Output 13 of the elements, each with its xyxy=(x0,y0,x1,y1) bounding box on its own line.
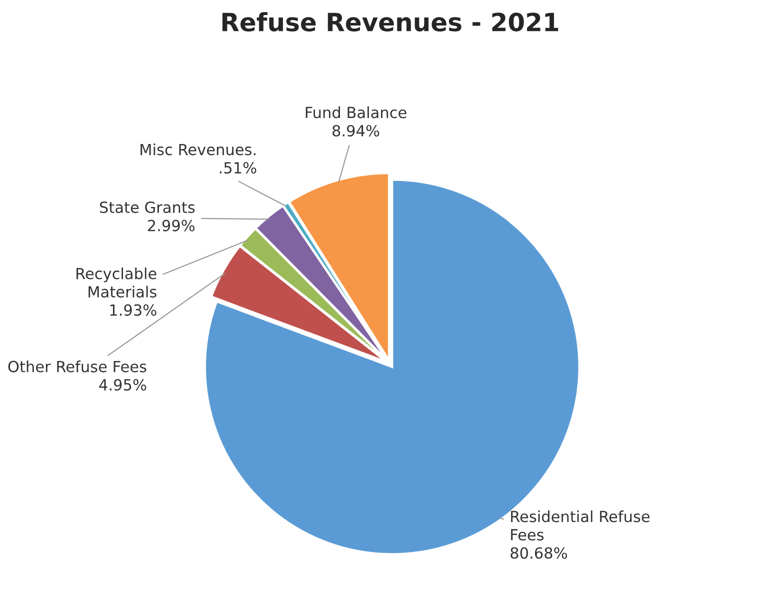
chart-title: Refuse Revenues - 2021 xyxy=(222,12,558,32)
slice-label: State Grants xyxy=(100,202,195,214)
slice-label: Residential Refuse Fees xyxy=(511,510,650,541)
slice-label: Other Refuse Fees xyxy=(8,360,146,372)
data-label: 80.68% xyxy=(510,547,567,559)
data-label: 4.95% xyxy=(99,379,146,391)
data-label: 2.99% xyxy=(148,220,195,232)
data-label: .51% xyxy=(220,162,256,174)
slice-label: Misc Revenues. xyxy=(140,143,256,156)
slice-label: Recyclable Materials xyxy=(76,267,156,298)
data-label: 8.94% xyxy=(332,124,380,137)
data-label: 1.93% xyxy=(110,304,156,316)
slice-label: Fund Balance xyxy=(306,106,406,118)
